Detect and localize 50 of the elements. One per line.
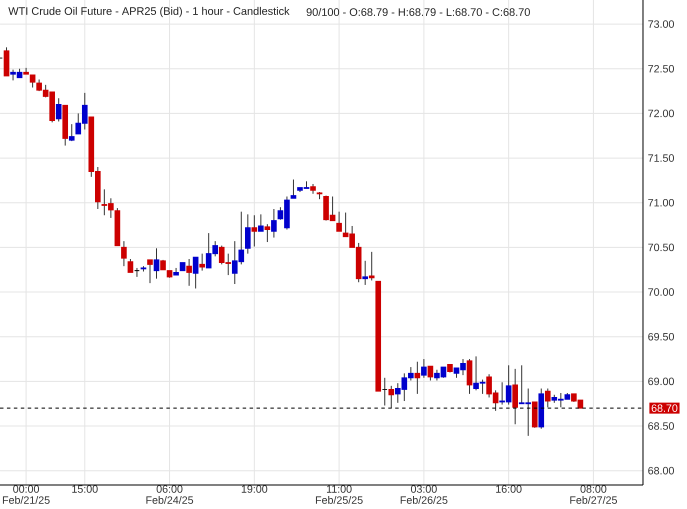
candlestick <box>192 256 198 289</box>
candlestick <box>264 224 270 243</box>
y-tick-label: 71.50 <box>648 154 674 162</box>
y-tick-label: 73.00 <box>648 20 674 28</box>
candlestick <box>271 208 277 238</box>
candlestick <box>121 240 127 267</box>
candlestick <box>428 366 434 381</box>
y-tick-label: 68.50 <box>648 422 674 430</box>
text: WTI Crude Oil Future - APR25 (Bid) - 1 hour - Candlestick <box>8 6 290 18</box>
candlestick <box>512 368 518 425</box>
candlestick <box>388 385 394 409</box>
x-tick-label: 06:00 Feb/24/25 <box>146 485 194 504</box>
candlestick <box>310 183 316 194</box>
candlestick <box>544 388 551 408</box>
candlestick <box>199 253 205 272</box>
candlestick <box>368 251 375 281</box>
candlestick <box>68 124 75 142</box>
y-tick-label: 72.50 <box>648 64 674 73</box>
candlestick <box>56 98 62 122</box>
y-tick-label: 70.50 <box>648 244 674 252</box>
x-tick-label: 00:00 Feb/21/25 <box>2 485 50 504</box>
candlestick <box>244 214 251 254</box>
x-tick-label: 11:00 Feb/25/25 <box>316 485 363 504</box>
x-tick-label: 16:00 <box>496 485 522 493</box>
x-tick-label: 19:00 <box>242 485 268 493</box>
text: 90/100 - O:68.79 - H:68.79 - L:68.70 - C:68.70 <box>306 8 530 16</box>
candlestick <box>336 211 342 232</box>
candlestick <box>382 377 388 406</box>
candlestick <box>128 258 134 273</box>
ref-line-label: 68.70 <box>652 404 678 412</box>
x-tick-label: 03:00 Feb/26/25 <box>400 485 448 504</box>
candlestick <box>421 358 427 378</box>
candlestick <box>290 179 296 199</box>
candlestick <box>414 361 420 394</box>
candlestick <box>252 214 258 248</box>
candlestick <box>154 248 160 280</box>
candlestick <box>186 258 192 286</box>
candlestick <box>258 214 264 232</box>
candlestick <box>30 74 36 88</box>
y-tick-label: 69.50 <box>648 332 674 340</box>
y-tick-label: 71.00 <box>648 198 674 207</box>
candlestick <box>147 259 153 284</box>
y-tick-label: 72.00 <box>648 110 674 118</box>
y-tick-label: 70.00 <box>648 288 674 296</box>
y-tick-label: 69.00 <box>648 378 674 386</box>
x-tick-label: 08:00 Feb/27/25 <box>570 485 617 504</box>
candlestick <box>160 259 166 270</box>
x-tick-label: 15:00 <box>72 485 98 493</box>
y-tick-label: 68.00 <box>648 466 674 474</box>
candlestick <box>362 260 368 286</box>
